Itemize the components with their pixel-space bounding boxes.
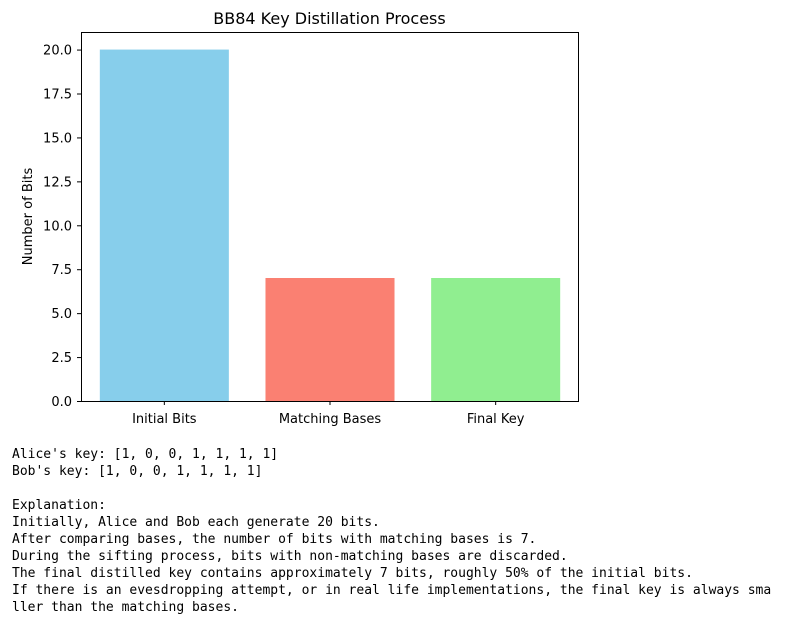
bar-final-key xyxy=(431,278,561,401)
y-axis-label: Number of Bits xyxy=(21,168,36,266)
bar-matching-bases xyxy=(265,278,395,401)
output-line xyxy=(12,480,771,497)
output-line: The final distilled key contains approxi… xyxy=(12,566,693,581)
y-tick-label: 12.5 xyxy=(43,175,72,190)
output-line: Explanation: xyxy=(12,498,106,513)
y-tick-label: 20.0 xyxy=(43,44,72,59)
chart-title: BB84 Key Distillation Process xyxy=(213,9,445,28)
output-line: Initially, Alice and Bob each generate 2… xyxy=(12,515,380,530)
x-ticks-group: Initial Bits Matching Bases Final Key xyxy=(132,401,525,427)
y-tick-label: 7.5 xyxy=(51,263,72,278)
console-output: Alice's key: [1, 0, 0, 1, 1, 1, 1] Bob's … xyxy=(12,446,771,616)
x-tick-label: Matching Bases xyxy=(279,412,382,427)
output-line: If there is an evesdropping attempt, or … xyxy=(12,583,772,598)
output-line: ller than the matching bases. xyxy=(12,600,239,615)
y-ticks-group: 0.0 2.5 5.0 7.5 10.0 12.5 15.0 17.5 20.0 xyxy=(43,44,81,410)
y-tick-label: 15.0 xyxy=(43,131,72,146)
bars-group xyxy=(99,49,561,401)
y-tick-label: 5.0 xyxy=(51,307,72,322)
y-tick-label: 17.5 xyxy=(43,88,72,103)
y-tick-label: 0.0 xyxy=(51,395,72,410)
output-line: During the sifting process, bits with no… xyxy=(12,549,568,564)
plot-frame xyxy=(81,32,579,402)
output-line: Alice's key: [1, 0, 0, 1, 1, 1, 1] xyxy=(12,447,279,462)
y-tick-label: 10.0 xyxy=(43,219,72,234)
output-line: Bob's key: [1, 0, 0, 1, 1, 1, 1] xyxy=(12,464,263,479)
x-tick-label: Final Key xyxy=(467,412,525,427)
output-line: After comparing bases, the number of bit… xyxy=(12,532,537,547)
x-tick-label: Initial Bits xyxy=(132,412,197,427)
bar-initial-bits xyxy=(99,49,229,401)
bar-chart: BB84 Key Distillation Process Number of … xyxy=(21,9,579,427)
y-tick-label: 2.5 xyxy=(51,351,72,366)
